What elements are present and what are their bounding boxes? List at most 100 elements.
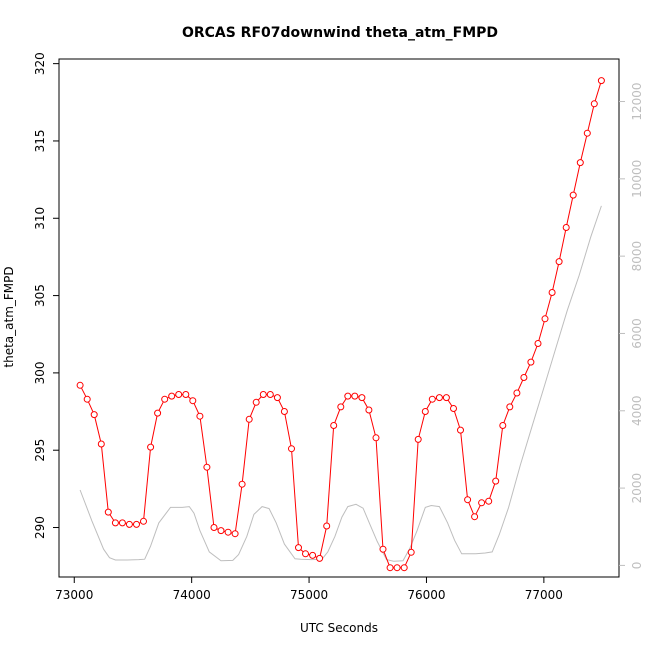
- y-tick-label: 305: [33, 284, 47, 307]
- y-axis-label: theta_atm_FMPD: [2, 266, 16, 367]
- data-point: [400, 564, 408, 572]
- data-point: [506, 403, 514, 411]
- data-point: [140, 517, 147, 525]
- data-point: [492, 477, 500, 485]
- data-point: [147, 443, 155, 451]
- data-point: [203, 463, 211, 471]
- data-point: [569, 191, 577, 199]
- data-point: [393, 564, 401, 572]
- theta_atm_FMPD-series-line: [79, 80, 602, 569]
- series-layer: [76, 77, 605, 572]
- data-point: [111, 519, 119, 527]
- x-tick-label: 75000: [290, 588, 328, 602]
- data-point: [83, 395, 91, 403]
- y2-tick-label: 2000: [630, 473, 644, 504]
- data-point: [372, 434, 380, 442]
- data-point: [407, 548, 415, 556]
- data-point: [471, 513, 479, 521]
- data-point: [323, 522, 331, 530]
- data-point: [428, 395, 436, 403]
- data-point: [288, 445, 295, 453]
- data-point: [527, 358, 535, 366]
- data-point: [295, 544, 302, 552]
- y2-tick-label: 6000: [630, 318, 644, 349]
- data-point: [196, 412, 204, 420]
- data-point: [435, 394, 443, 402]
- data-point: [97, 440, 105, 448]
- data-point: [224, 528, 232, 536]
- data-point: [541, 315, 549, 323]
- data-point: [245, 415, 253, 423]
- x-tick-label: 74000: [173, 588, 211, 602]
- data-point: [316, 554, 324, 562]
- data-point: [485, 497, 493, 505]
- data-point: [464, 496, 472, 504]
- y2-tick-label: 12000: [630, 82, 644, 120]
- y2-tick-label: 0: [630, 562, 644, 570]
- data-point: [210, 524, 218, 531]
- data-point: [513, 389, 521, 397]
- data-point: [330, 422, 338, 429]
- data-point: [266, 391, 274, 398]
- x-tick-label: 76000: [407, 588, 445, 602]
- data-point: [125, 520, 133, 528]
- data-point: [583, 129, 591, 137]
- y-tick-label: 300: [33, 361, 47, 384]
- data-point: [302, 550, 309, 558]
- data-point: [238, 480, 246, 488]
- data-point: [337, 403, 345, 411]
- data-point: [104, 508, 112, 516]
- left-y-axis: 290 295 300 305 310 315 320: [33, 52, 59, 539]
- data-point: [450, 405, 457, 412]
- data-point: [421, 408, 429, 415]
- y-tick-label: 295: [33, 439, 47, 462]
- y2-tick-label: 10000: [630, 160, 644, 198]
- data-point: [175, 391, 183, 398]
- right-y-axis: 0 2000 4000 6000 8000 10000 12000: [619, 82, 644, 569]
- data-point: [280, 408, 288, 415]
- data-point: [76, 381, 84, 389]
- data-point: [534, 340, 542, 347]
- data-point: [379, 545, 387, 553]
- y-tick-label: 310: [33, 207, 47, 230]
- data-point: [562, 224, 570, 231]
- data-point: [442, 394, 450, 402]
- data-point: [414, 435, 422, 443]
- data-point: [133, 520, 140, 528]
- data-point: [161, 395, 169, 403]
- data-point: [168, 392, 176, 400]
- plot-frame: [58, 58, 620, 578]
- y-tick-label: 290: [33, 516, 47, 539]
- data-point: [548, 289, 556, 296]
- data-point: [597, 77, 605, 85]
- data-point: [259, 391, 267, 398]
- data-point: [386, 564, 394, 572]
- data-point: [189, 397, 197, 405]
- x-axis: 73000 74000 75000 76000 77000: [55, 577, 563, 602]
- data-point: [217, 527, 225, 535]
- chart-title: ORCAS RF07downwind theta_atm_FMPD: [182, 25, 498, 41]
- altitude-series-line: [79, 205, 602, 562]
- data-point: [273, 394, 281, 402]
- data-point: [358, 394, 366, 402]
- data-point: [182, 391, 190, 398]
- data-point: [231, 530, 239, 538]
- x-tick-label: 73000: [55, 588, 93, 602]
- x-tick-label: 77000: [525, 588, 563, 602]
- y2-tick-label: 4000: [630, 396, 644, 427]
- y2-tick-label: 8000: [630, 241, 644, 272]
- data-point: [118, 519, 126, 527]
- data-point: [520, 374, 528, 381]
- data-point: [478, 499, 486, 507]
- x-axis-label: UTC Seconds: [300, 621, 378, 635]
- data-point: [576, 159, 584, 167]
- data-point: [344, 392, 352, 400]
- data-point: [252, 398, 260, 406]
- y-tick-label: 315: [33, 129, 47, 152]
- data-point: [154, 409, 162, 417]
- data-point: [590, 100, 598, 108]
- data-point: [457, 426, 464, 434]
- data-point: [90, 411, 98, 419]
- data-point: [309, 551, 317, 559]
